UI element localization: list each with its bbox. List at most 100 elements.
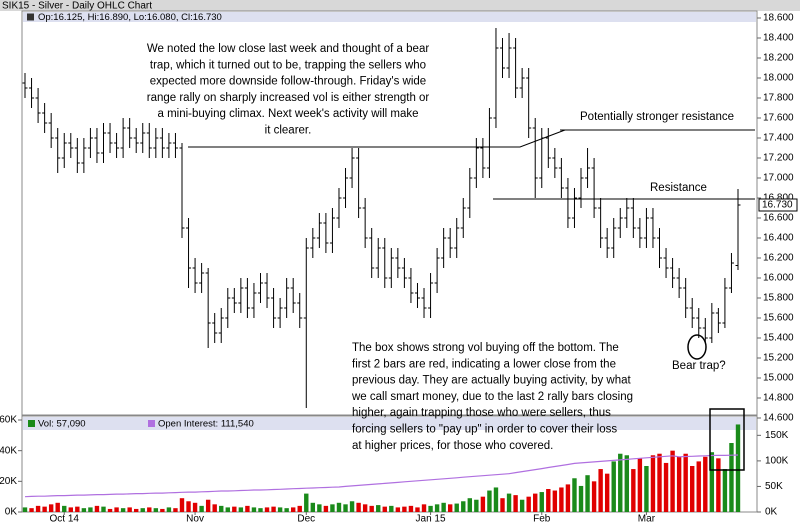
volume-bar	[120, 508, 126, 512]
annotation-shapes	[188, 129, 755, 471]
annotation-line: forcing sellers to "pay up" in order to …	[352, 424, 617, 436]
y-tick-label: 16.600	[763, 213, 794, 224]
open-interest-line	[24, 454, 739, 498]
y-tick-label: 14.600	[763, 413, 794, 424]
oi-tick-label: 50K	[765, 481, 783, 492]
y-tick-label: 18.200	[763, 53, 794, 64]
x-tick-label: Oct 14	[50, 514, 80, 525]
y-tick-label: 15.200	[763, 353, 794, 364]
volume-bar	[421, 504, 427, 512]
volume-bar	[186, 501, 191, 512]
annotation-line: range rally on sharply increased vol is …	[147, 92, 430, 104]
y-tick-label: 17.200	[763, 153, 794, 164]
volume-box	[709, 408, 745, 471]
volume-bar	[166, 507, 172, 512]
volume-bar	[362, 504, 368, 512]
volume-bar	[729, 443, 734, 512]
volume-bar	[389, 505, 394, 512]
volume-bar	[441, 502, 446, 512]
volume-bar	[349, 501, 355, 512]
oi-legend: Open Interest: 111,540	[158, 419, 254, 430]
volume-bar	[173, 508, 178, 512]
volume-bar	[232, 506, 237, 512]
volume-bar	[598, 469, 603, 512]
volume-bar	[75, 506, 80, 512]
title-bar	[0, 0, 800, 11]
volume-bar	[376, 505, 381, 512]
volume-bar	[447, 504, 453, 512]
volume-bar	[565, 484, 571, 512]
y-tick-label: 16.400	[763, 233, 794, 244]
oi-tick-label: 150K	[765, 430, 789, 441]
volume-bar	[572, 478, 577, 512]
volume-bar	[618, 453, 623, 512]
volume-bar	[369, 505, 374, 512]
volume-bar	[552, 490, 558, 512]
volume-bar	[382, 506, 387, 512]
header-icon	[27, 13, 34, 21]
volume-bar	[245, 505, 250, 512]
volume-bar	[493, 487, 499, 512]
volume-bar	[546, 489, 551, 512]
volume-bar	[114, 507, 119, 512]
volume-bar	[199, 505, 204, 512]
volume-bar	[101, 506, 106, 512]
volume-bar	[402, 506, 407, 512]
volume-bar	[55, 502, 60, 512]
volume-bar	[578, 485, 584, 512]
volume-bar	[304, 493, 309, 512]
volume-header-strip	[23, 417, 756, 430]
volume-bar	[127, 507, 132, 512]
volume-bar	[94, 505, 100, 512]
volume-bar	[474, 499, 479, 512]
volume-bar	[709, 452, 715, 512]
chart-title: SIK15 - Silver - Daily OHLC Chart	[2, 1, 152, 12]
volume-bar	[637, 458, 643, 512]
y-tick-label: 15.000	[763, 373, 794, 384]
annotation-line: we call smart money, due to the last 2 r…	[351, 391, 633, 403]
volume-bar	[88, 507, 93, 512]
volume-bar	[238, 507, 244, 512]
volume-bar	[559, 487, 564, 512]
vol-tick-label: 0K	[5, 507, 18, 518]
ohlc-header: Op:16.125, Hi:16.890, Lo:16.080, Cl:16.7…	[38, 12, 222, 23]
volume-bar	[434, 504, 440, 512]
volume-bar	[467, 498, 473, 512]
volume-bar	[650, 455, 656, 512]
volume-bar	[160, 508, 165, 512]
price-panel	[21, 10, 758, 416]
volume-bar	[48, 504, 54, 512]
volume-bar	[487, 490, 492, 512]
volume-bar	[258, 508, 263, 512]
y-tick-label: 18.400	[763, 33, 794, 44]
volume-bar	[179, 498, 185, 512]
volume-bar	[585, 475, 590, 512]
volume-bar	[271, 506, 276, 512]
volume-bar	[42, 506, 47, 512]
volume-bar	[631, 469, 636, 512]
volume-bar	[519, 499, 525, 512]
volume-bar	[317, 504, 322, 512]
y-tick-label: 17.400	[763, 133, 794, 144]
volume-bar	[690, 466, 695, 512]
annotation-line: a mini-buying climax. Next week's activi…	[157, 108, 418, 120]
volume-bar	[343, 504, 348, 512]
y-tick-label: 15.400	[763, 333, 794, 344]
annotation: Bear trap?	[672, 360, 726, 372]
volume-bar	[461, 501, 466, 512]
annotation-line: higher, again trapping those who were se…	[352, 407, 611, 419]
y-tick-label: 17.800	[763, 93, 794, 104]
volume-bar	[716, 458, 721, 512]
y-tick-label: 17.000	[763, 173, 794, 184]
volume-bar	[290, 507, 296, 512]
volume-bar	[657, 453, 662, 512]
volume-bar	[624, 455, 629, 512]
y-tick-label: 18.600	[763, 13, 794, 24]
last-price-box	[758, 198, 798, 212]
volume-bar	[225, 507, 230, 512]
volume-bar	[22, 507, 28, 512]
x-tick-label: Dec	[297, 514, 315, 525]
volume-bar	[644, 466, 649, 512]
volume-bar	[153, 508, 159, 512]
volume-bar	[539, 492, 544, 512]
